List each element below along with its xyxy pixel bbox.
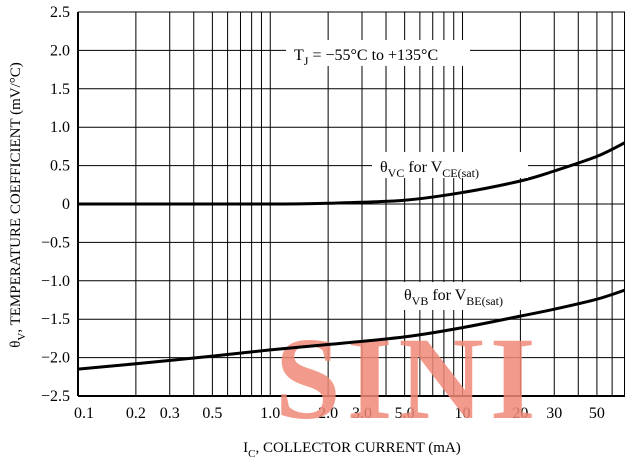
x-tick-label: 0.3 — [160, 405, 180, 422]
y-tick-label: 1.5 — [50, 81, 70, 98]
x-tick-label: 1.0 — [260, 405, 280, 422]
x-tick-label: 30 — [546, 405, 562, 422]
series-line-vb — [77, 288, 625, 371]
y-tick-label: 1.0 — [50, 119, 70, 136]
series-lines — [77, 141, 625, 371]
y-tick-label: 2.0 — [50, 42, 70, 59]
x-axis-title: IC, COLLECTOR CURRENT (mA) — [243, 440, 461, 460]
x-tick-label: 3.0 — [352, 405, 372, 422]
x-tick-label: 50 — [589, 405, 605, 422]
series-label-vc-bg — [372, 152, 528, 178]
x-tick-label: 2.0 — [318, 405, 338, 422]
x-tick-label: 0.1 — [74, 405, 94, 422]
x-tick-labels: 0.1 0.2 0.3 0.5 1.0 2.0 3.0 5.0 10 20 30 50 — [74, 405, 605, 422]
y-tick-label: −1.0 — [41, 273, 70, 290]
y-tick-label: −2.5 — [41, 388, 70, 405]
condition-annotation: TJ = −55°C to +135°C — [294, 47, 438, 68]
series-label-vc: θVC for VCE(sat) — [380, 159, 479, 180]
y-tick-label: 0.5 — [50, 158, 70, 175]
y-tick-label: −2.0 — [41, 350, 70, 367]
y-tick-label: −0.5 — [41, 234, 70, 251]
series-label-vb-bg — [394, 282, 544, 310]
y-tick-label: 0 — [62, 196, 70, 213]
x-tick-label: 0.5 — [202, 405, 222, 422]
y-axis-title: θV, TEMPERATURE COEFFICIENT (mV/°C) — [8, 62, 28, 348]
x-tick-label: 20 — [512, 405, 528, 422]
x-tick-label: 10 — [455, 405, 471, 422]
condition-annotation-bg — [286, 40, 470, 66]
y-tick-labels: 2.5 2.0 1.5 1.0 0.5 0 −0.5 −1.0 −1.5 −2.0 −2.5 — [41, 4, 70, 405]
series-line-vc — [78, 141, 625, 206]
watermark: SINI — [275, 313, 542, 444]
x-tick-label: 5.0 — [395, 405, 415, 422]
series-label-vb: θVB for VBE(sat) — [404, 287, 503, 308]
x-tick-label: 0.2 — [126, 405, 146, 422]
y-tick-label: −1.5 — [41, 311, 70, 328]
y-tick-label: 2.5 — [50, 4, 70, 21]
